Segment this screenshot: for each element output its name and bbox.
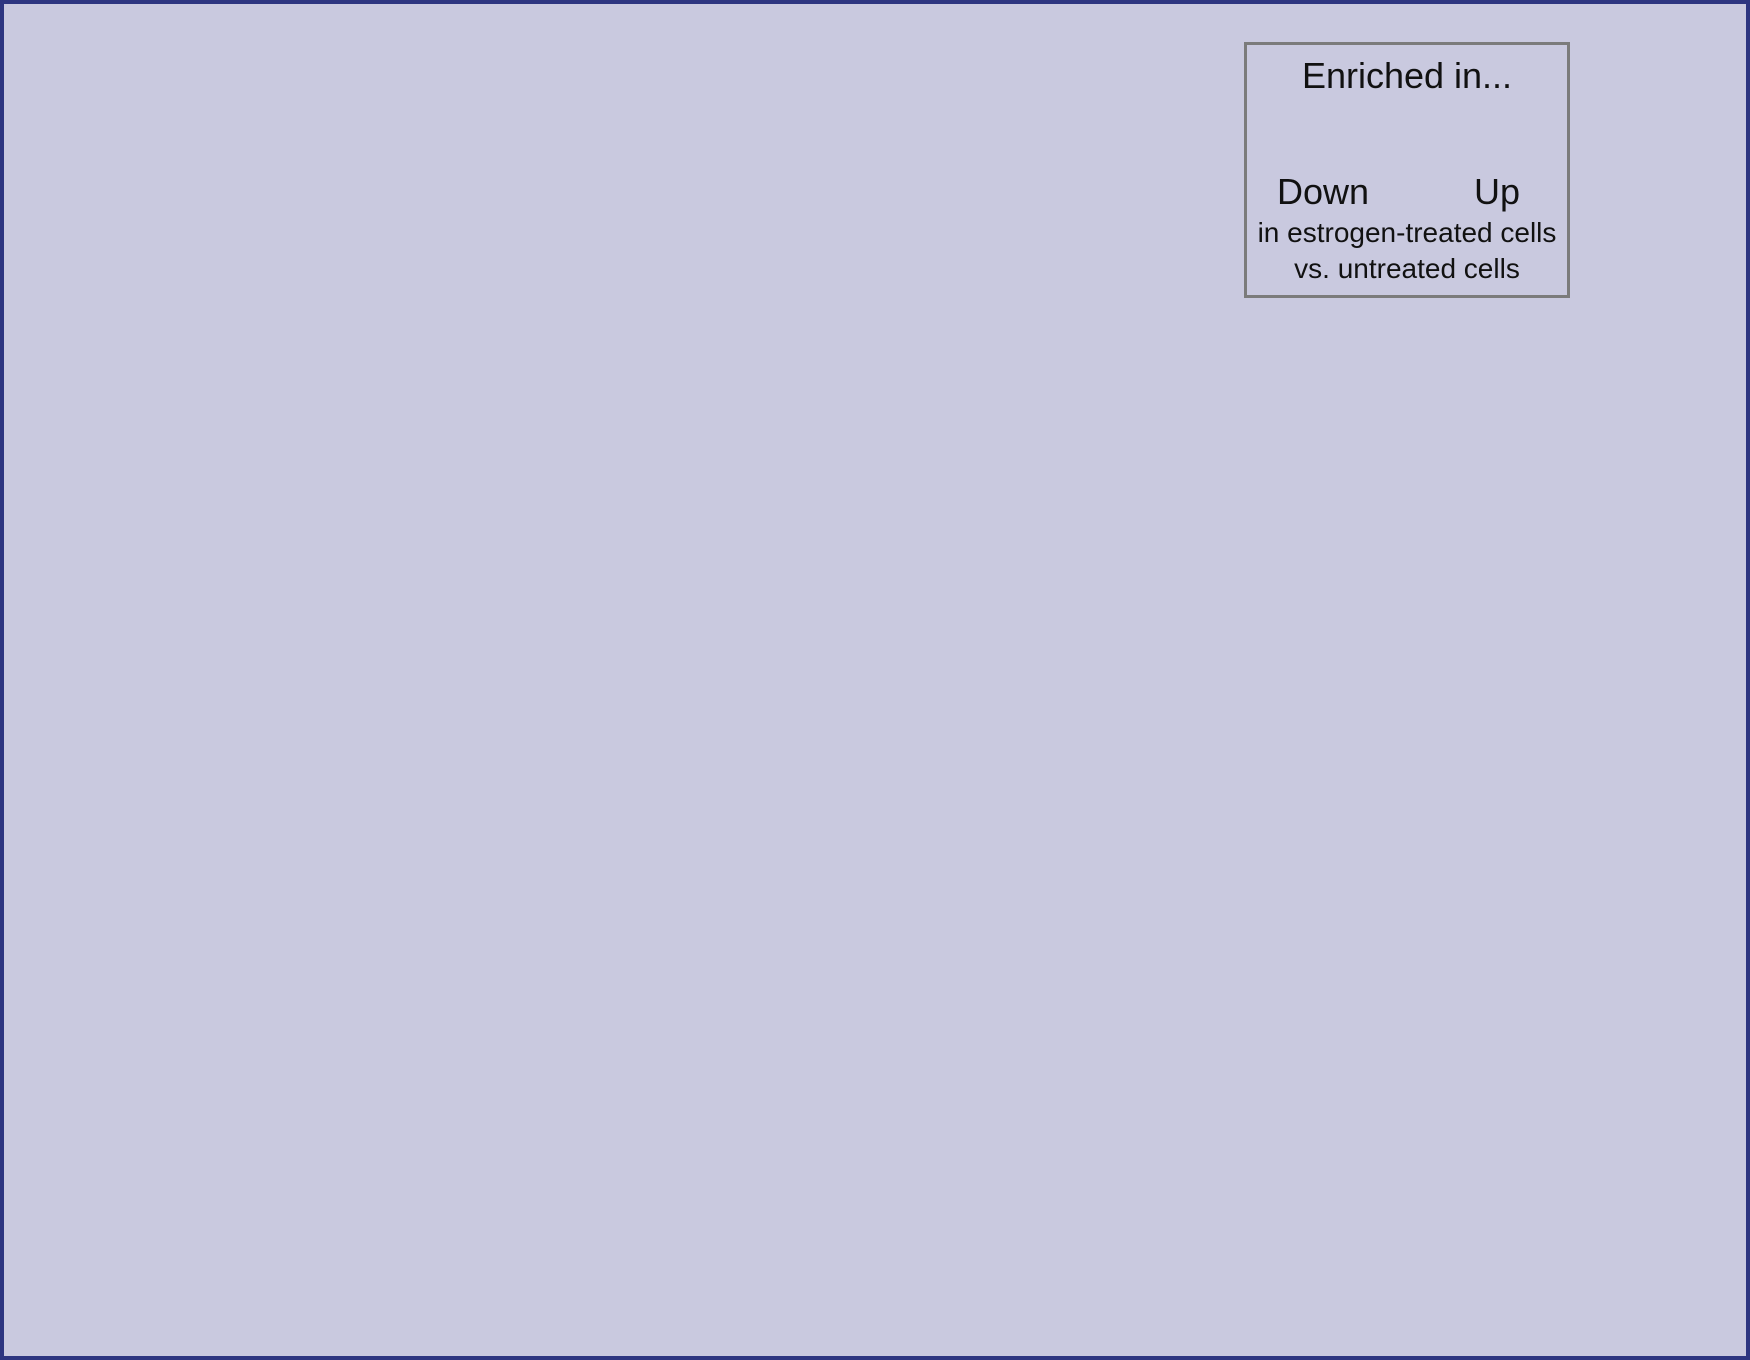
legend-condition-line1: in estrogen-treated cells [1257,217,1557,248]
legend-box: Enriched in... Down Up in estrogen-treat… [1244,42,1570,298]
legend-title: Enriched in... [1301,55,1513,96]
legend-down-label: Down [1276,171,1370,212]
legend-condition-line2: vs. untreated cells [1294,253,1520,284]
legend-up-label: Up [1473,171,1521,212]
legend-color-gradient [1321,105,1496,163]
